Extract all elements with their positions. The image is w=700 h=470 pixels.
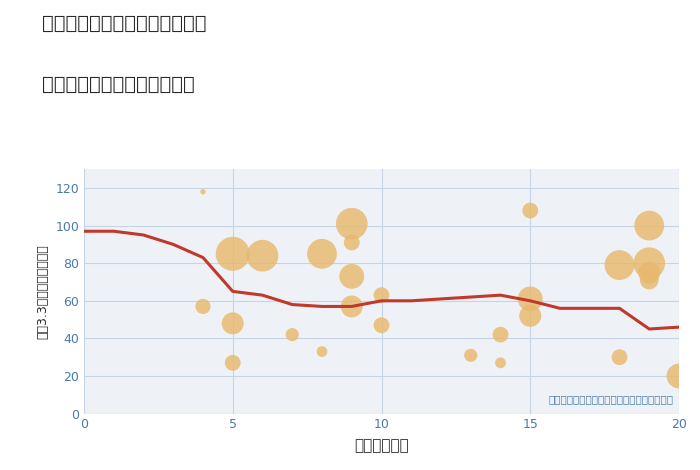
Point <box>346 220 357 227</box>
Text: 駅距離別中古マンション価格: 駅距離別中古マンション価格 <box>42 75 195 94</box>
Point <box>644 269 655 276</box>
Point <box>495 331 506 338</box>
Point <box>257 252 268 259</box>
Point <box>644 259 655 267</box>
Text: 円の大きさは、取引のあった物件面積を示す: 円の大きさは、取引のあった物件面積を示す <box>548 394 673 404</box>
Point <box>525 312 536 320</box>
Point <box>614 353 625 361</box>
Point <box>346 303 357 310</box>
Point <box>614 261 625 269</box>
Point <box>316 348 328 355</box>
Point <box>346 273 357 280</box>
Point <box>197 188 209 196</box>
Point <box>644 276 655 284</box>
X-axis label: 駅距離（分）: 駅距離（分） <box>354 439 409 454</box>
Point <box>525 295 536 303</box>
Point <box>525 207 536 214</box>
Point <box>316 250 328 258</box>
Point <box>644 222 655 229</box>
Point <box>227 250 238 258</box>
Point <box>287 331 298 338</box>
Point <box>376 291 387 299</box>
Point <box>346 239 357 246</box>
Point <box>197 303 209 310</box>
Point <box>673 372 685 380</box>
Point <box>376 321 387 329</box>
Point <box>227 359 238 367</box>
Text: 岐阜県本巣郡北方町柱本白坪の: 岐阜県本巣郡北方町柱本白坪の <box>42 14 206 33</box>
Point <box>495 359 506 367</box>
Point <box>465 352 476 359</box>
Point <box>227 320 238 327</box>
Y-axis label: 坪（3.3㎡）単価（万円）: 坪（3.3㎡）単価（万円） <box>36 244 50 339</box>
